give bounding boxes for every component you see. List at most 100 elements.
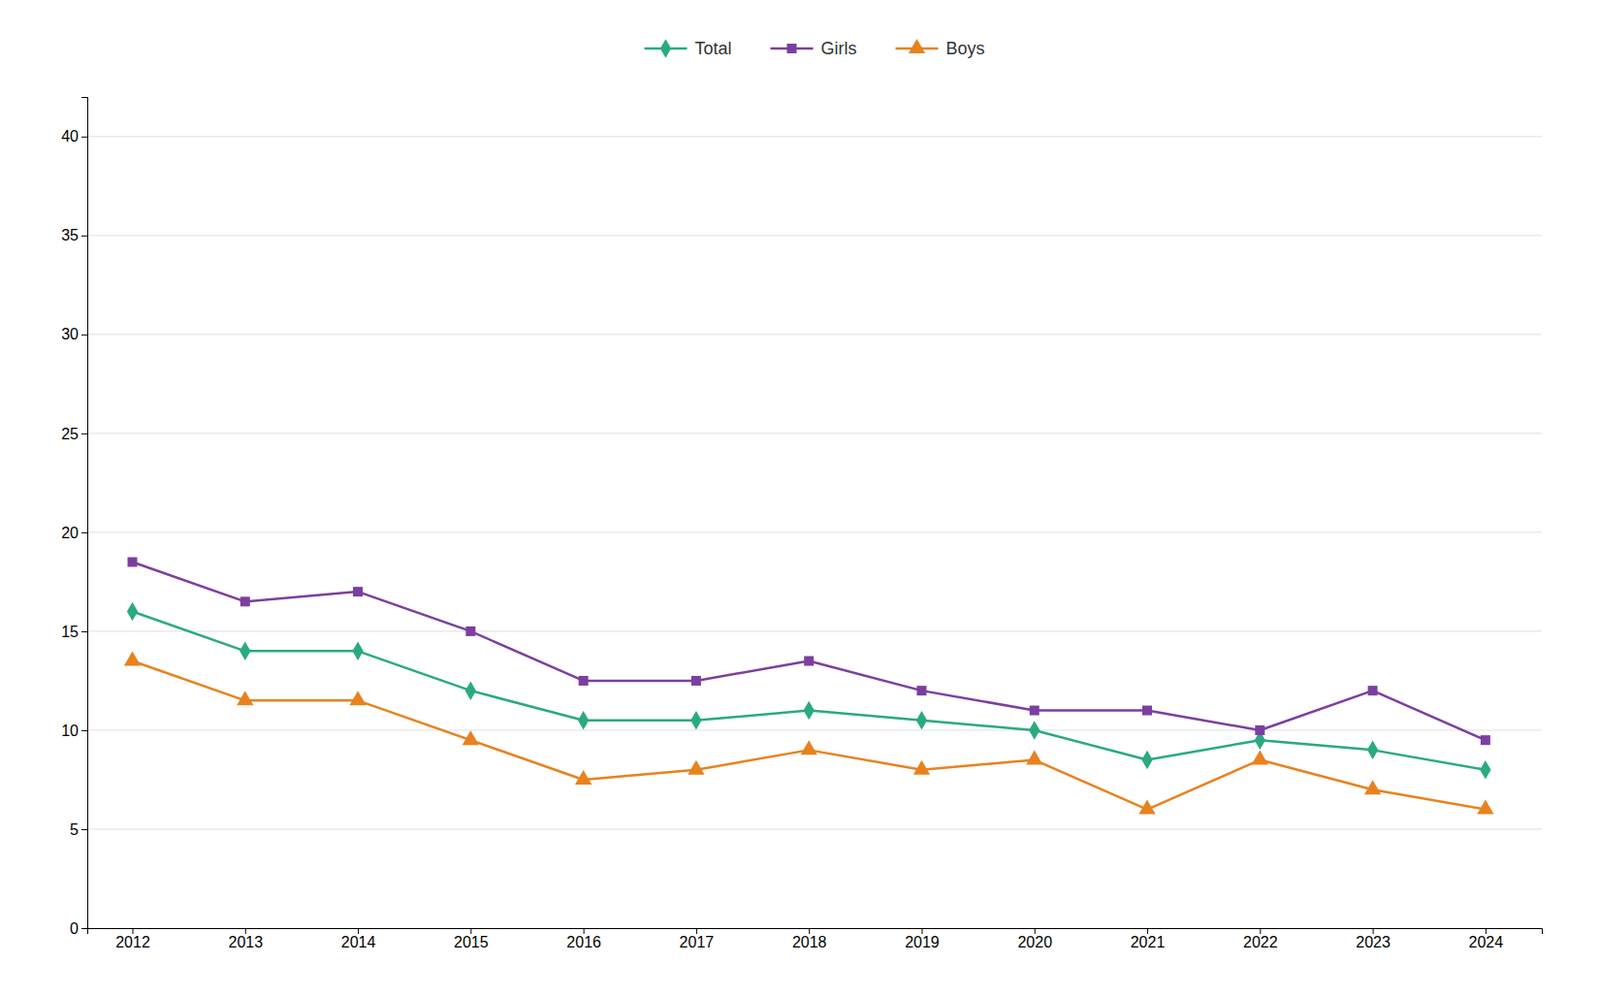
legend-swatch-marker bbox=[660, 38, 672, 59]
grid-line bbox=[87, 333, 1542, 335]
point-marker bbox=[1025, 750, 1043, 766]
point-marker bbox=[803, 656, 814, 667]
point-marker bbox=[1368, 685, 1378, 696]
y-tick-label: 0 bbox=[69, 920, 79, 937]
point-marker bbox=[1029, 705, 1040, 716]
legend-label: Girls bbox=[821, 38, 858, 59]
x-tick-mark bbox=[808, 928, 810, 934]
x-tick: 2015 bbox=[453, 928, 489, 951]
point-marker bbox=[575, 769, 592, 785]
x-tick: 2016 bbox=[566, 928, 602, 951]
point-marker bbox=[1480, 735, 1491, 745]
x-tick: 2023 bbox=[1355, 928, 1391, 951]
point-marker bbox=[1254, 725, 1265, 736]
point-marker bbox=[465, 626, 476, 637]
y-tick-mark bbox=[81, 928, 88, 929]
x-tick: 2018 bbox=[792, 928, 828, 951]
legend-label: Boys bbox=[946, 38, 986, 59]
y-tick-label: 40 bbox=[61, 128, 79, 145]
point-marker bbox=[916, 685, 927, 696]
point-marker bbox=[1476, 800, 1494, 815]
x-tick-label: 2024 bbox=[1469, 933, 1504, 951]
point-marker bbox=[124, 651, 141, 667]
point-marker bbox=[800, 739, 818, 755]
x-tick: 2017 bbox=[679, 928, 715, 951]
x-tick-mark bbox=[583, 928, 585, 934]
series-line bbox=[132, 611, 1486, 770]
y-tick: 35 bbox=[61, 226, 88, 244]
chart: 2012201320142015201620172018201920202021… bbox=[0, 0, 1600, 996]
x-tick-mark bbox=[357, 928, 359, 934]
x-tick-label: 2023 bbox=[1355, 933, 1391, 951]
grid bbox=[87, 136, 1542, 928]
series-line bbox=[132, 661, 1486, 810]
point-marker bbox=[687, 760, 704, 775]
grid-line bbox=[87, 630, 1542, 632]
point-marker bbox=[690, 710, 702, 731]
y-tick-mark bbox=[81, 136, 88, 138]
point-marker bbox=[239, 641, 251, 662]
point-marker bbox=[916, 710, 928, 731]
x-tick-label: 2020 bbox=[1017, 933, 1053, 951]
y-tick-mark bbox=[81, 829, 88, 831]
y-axis: 0 5 10 15 20 25 30 35 40 bbox=[61, 97, 88, 937]
x-tick-mark bbox=[696, 928, 698, 934]
grid-line bbox=[87, 729, 1542, 731]
x-tick-mark bbox=[470, 928, 472, 934]
x-tick: 2014 bbox=[341, 928, 377, 951]
legend-item: Total bbox=[643, 38, 732, 59]
point-marker bbox=[1028, 720, 1040, 740]
series bbox=[127, 602, 1492, 780]
y-tick: 15 bbox=[61, 623, 88, 640]
point-marker bbox=[577, 710, 589, 731]
x-axis-line bbox=[88, 928, 1543, 935]
y-tick: 10 bbox=[61, 722, 88, 739]
legend-swatch-marker bbox=[908, 38, 926, 54]
x-axis: 2012201320142015201620172018201920202021… bbox=[88, 928, 1543, 951]
y-tick-label: 15 bbox=[61, 623, 79, 640]
point-marker bbox=[1138, 800, 1155, 815]
legend-swatch-marker bbox=[787, 43, 798, 54]
x-tick-mark bbox=[1034, 928, 1036, 934]
y-tick-label: 30 bbox=[61, 325, 79, 343]
y-tick-label: 5 bbox=[69, 821, 79, 838]
x-tick: 2022 bbox=[1243, 928, 1279, 951]
point-marker bbox=[349, 690, 366, 705]
x-tick: 2020 bbox=[1017, 928, 1053, 951]
y-tick: 40 bbox=[61, 128, 88, 145]
grid-line bbox=[87, 531, 1542, 533]
x-tick-mark bbox=[921, 928, 923, 934]
plot-area bbox=[124, 557, 1495, 815]
point-marker bbox=[691, 675, 702, 686]
grid-line bbox=[87, 432, 1542, 434]
point-marker bbox=[1364, 779, 1381, 795]
x-tick-label: 2016 bbox=[566, 933, 602, 951]
point-marker bbox=[240, 596, 251, 607]
x-tick-label: 2018 bbox=[792, 933, 828, 951]
grid-line bbox=[87, 135, 1542, 137]
series bbox=[124, 651, 1495, 815]
y-tick: 25 bbox=[61, 425, 88, 443]
point-marker bbox=[913, 760, 930, 775]
x-tick: 2024 bbox=[1469, 928, 1504, 951]
point-marker bbox=[128, 557, 138, 568]
point-marker bbox=[462, 730, 480, 745]
point-marker bbox=[236, 690, 254, 705]
point-marker bbox=[1251, 750, 1269, 766]
y-tick-label: 25 bbox=[61, 425, 79, 443]
grid-line bbox=[87, 828, 1542, 830]
y-tick: 0 bbox=[69, 920, 88, 937]
point-marker bbox=[1367, 740, 1378, 761]
x-tick-label: 2019 bbox=[904, 933, 940, 951]
x-tick-label: 2014 bbox=[341, 933, 377, 951]
grid-line bbox=[87, 234, 1542, 236]
point-marker bbox=[803, 701, 815, 721]
x-tick: 2021 bbox=[1130, 928, 1166, 951]
x-tick-mark bbox=[1373, 928, 1375, 934]
x-tick-label: 2021 bbox=[1130, 933, 1166, 951]
y-tick-mark bbox=[81, 433, 88, 435]
y-tick: 20 bbox=[61, 524, 88, 542]
legend-label: Total bbox=[694, 38, 732, 59]
series bbox=[128, 557, 1491, 746]
x-tick-label: 2015 bbox=[453, 933, 489, 951]
